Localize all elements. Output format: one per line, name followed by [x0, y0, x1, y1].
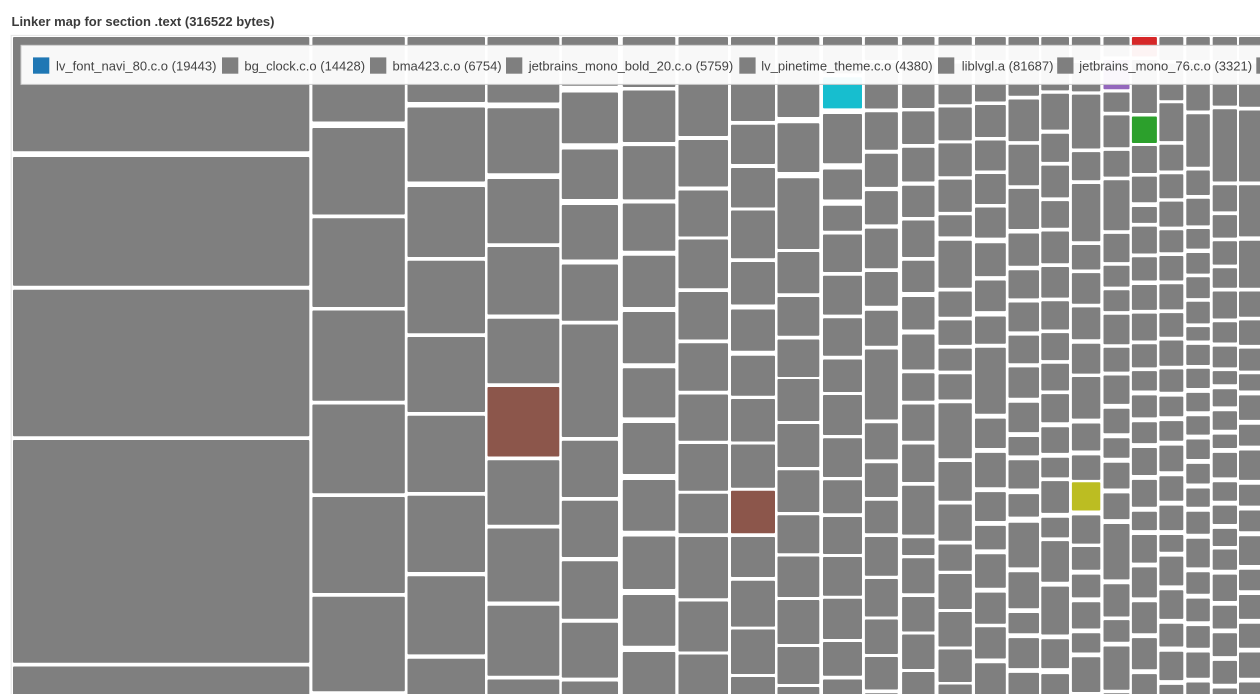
svg-text:bg_clock.c.o (14428): bg_clock.c.o (14428) [244, 58, 365, 73]
svg-text:jetbrains_mono_76.c.o (3321): jetbrains_mono_76.c.o (3321) [1078, 58, 1252, 73]
svg-text:lv_pinetime_theme.c.o (4380): lv_pinetime_theme.c.o (4380) [761, 58, 932, 73]
svg-text:liblvgl.a (81687): liblvgl.a (81687) [962, 58, 1054, 73]
svg-text:Linker map for section .text (: Linker map for section .text (316522 byt… [12, 14, 275, 29]
svg-text:jetbrains_mono_bold_20.c.o (57: jetbrains_mono_bold_20.c.o (5759) [528, 58, 734, 73]
svg-text:lv_font_navi_80.c.o (19443): lv_font_navi_80.c.o (19443) [56, 58, 216, 73]
svg-text:bma423.c.o (6754): bma423.c.o (6754) [393, 58, 502, 73]
